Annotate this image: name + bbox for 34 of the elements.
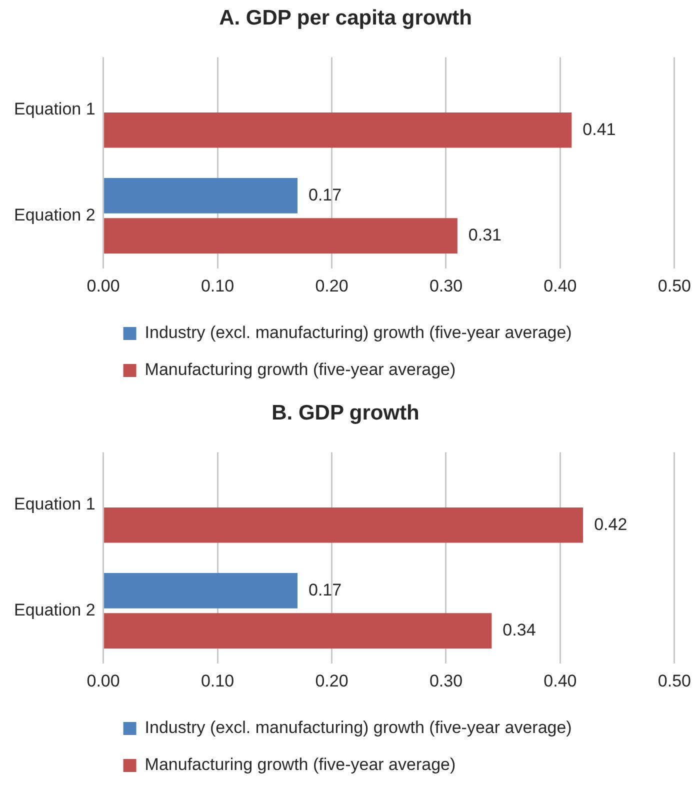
bar <box>104 218 458 254</box>
x-tick-label: 0.50 <box>658 671 692 690</box>
x-tick-label: 0.30 <box>429 671 463 690</box>
data-label: 0.17 <box>308 185 342 204</box>
x-tick-label: 0.40 <box>544 276 577 296</box>
data-label: 0.42 <box>594 514 628 534</box>
x-tick-label: 0.40 <box>544 671 577 690</box>
bar <box>104 178 298 214</box>
x-tick-label: 0.00 <box>86 276 120 296</box>
x-tick-label: 0.10 <box>200 276 234 296</box>
legend-label: Industry (excl. manufacturing) growth (five-year average) <box>144 323 572 342</box>
x-tick-label: 0.50 <box>658 276 692 296</box>
bar <box>104 507 584 543</box>
x-tick-label: 0.10 <box>200 671 234 690</box>
x-tick-label: 0.20 <box>315 671 348 690</box>
chart-title: A. GDP per capita growth <box>219 6 472 30</box>
legend-label: Industry (excl. manufacturing) growth (five-year average) <box>144 718 572 738</box>
bar <box>104 613 492 649</box>
bar <box>104 572 298 608</box>
y-tick-label: Equation 2 <box>14 205 96 224</box>
data-label: 0.17 <box>308 580 342 600</box>
chart-title: B. GDP growth <box>272 401 420 424</box>
y-tick-label: Equation 1 <box>14 100 96 119</box>
bar <box>104 112 572 148</box>
y-tick-label: Equation 2 <box>14 600 96 620</box>
y-tick-label: Equation 1 <box>14 494 96 514</box>
x-tick-label: 0.00 <box>86 671 120 690</box>
x-tick-label: 0.30 <box>429 276 463 296</box>
data-label: 0.34 <box>502 620 536 640</box>
legend-label: Manufacturing growth (five-year average) <box>144 755 456 774</box>
x-tick-label: 0.20 <box>315 276 348 296</box>
data-label: 0.31 <box>468 226 502 245</box>
legend-label: Manufacturing growth (five-year average) <box>144 360 456 380</box>
data-label: 0.41 <box>582 120 616 139</box>
